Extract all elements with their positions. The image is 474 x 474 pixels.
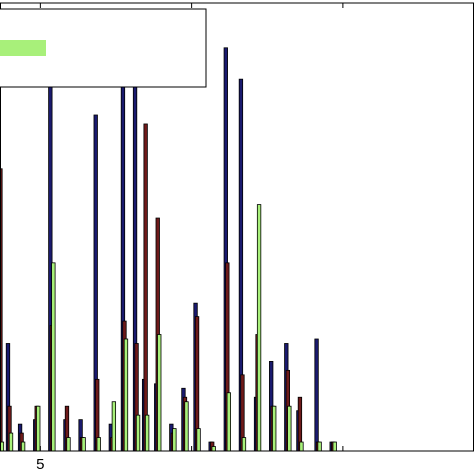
- bar-series-3-11: [135, 414, 141, 452]
- bar-series-3-20: [256, 204, 262, 452]
- bar-series-3-13: [157, 334, 162, 452]
- bar-series-3-3: [20, 441, 26, 452]
- bar-series-3-19: [241, 437, 247, 452]
- bar-series-3-4: [36, 405, 41, 452]
- bar-series-3-10: [123, 338, 129, 452]
- bar-series-3-15: [184, 401, 189, 452]
- legend: [0, 8, 207, 88]
- bar-series-3-2: [8, 432, 14, 452]
- legend-box: [0, 8, 207, 88]
- bar-series-3-9: [111, 401, 117, 452]
- bar-series-2-12: [143, 123, 148, 452]
- bar-series-3-5: [51, 262, 56, 452]
- bar-series-3-23: [299, 441, 304, 452]
- bar-series-3-24: [317, 441, 322, 452]
- bar-series-3-21: [272, 405, 277, 452]
- bar-series-3-18: [226, 392, 231, 452]
- bar-series-3-12: [144, 414, 150, 452]
- x-tick-label-5: 5: [36, 456, 44, 473]
- bar-series-3-6: [66, 437, 71, 452]
- bars-group: [0, 47, 337, 452]
- bar-series-3-8: [96, 437, 101, 452]
- bar-series-1-24: [314, 338, 319, 452]
- bar-series-3-22: [287, 405, 292, 452]
- bar-series-3-25: [332, 441, 337, 452]
- bar-series-3-7: [81, 437, 86, 452]
- legend-swatch-3: [0, 40, 46, 56]
- bar-series-3-16: [196, 428, 201, 452]
- bar-series-3-14: [172, 428, 177, 452]
- bar-series-3-17: [211, 446, 216, 452]
